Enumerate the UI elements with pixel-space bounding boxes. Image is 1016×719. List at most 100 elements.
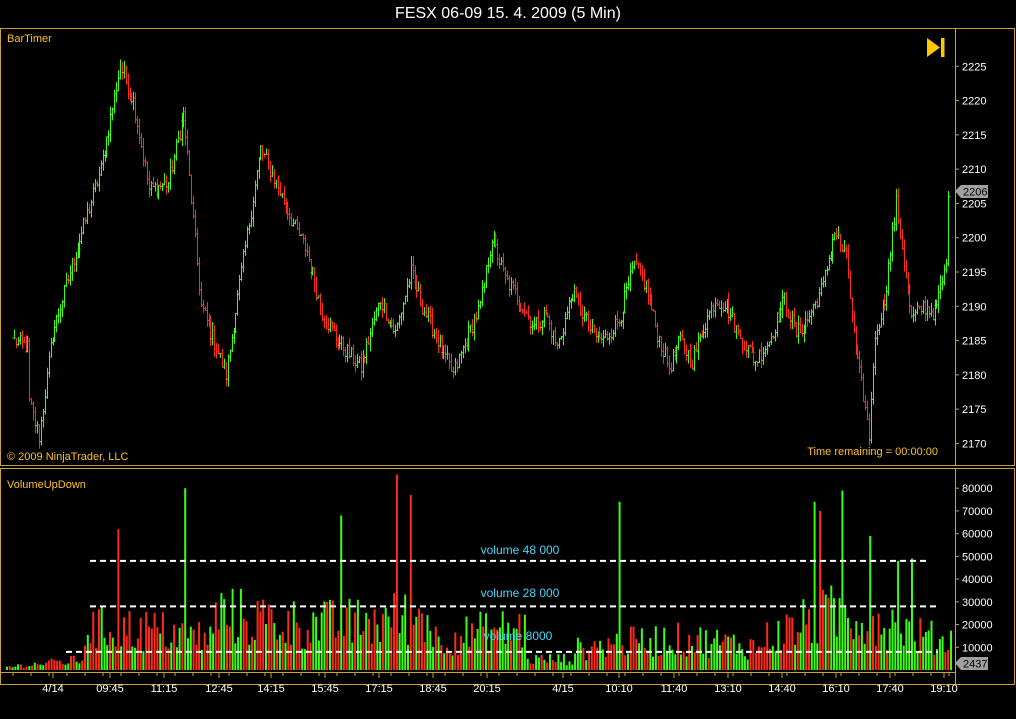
volume-bar: [582, 648, 585, 670]
price-bar: [753, 360, 758, 372]
price-bar: [669, 362, 674, 374]
price-bar: [320, 303, 325, 322]
price-bar: [898, 217, 903, 240]
volume-bar: [629, 626, 632, 670]
volume-bar: [292, 601, 295, 670]
current-price-label: 2206: [963, 187, 987, 199]
price-bar: [476, 299, 481, 320]
price-bar: [740, 337, 745, 355]
volume-bar: [451, 655, 454, 670]
price-bars: [12, 59, 951, 449]
price-bar: [334, 324, 339, 348]
volume-bar: [782, 643, 785, 670]
price-bar: [345, 343, 350, 363]
volume-tick-label: 10000: [962, 642, 993, 654]
price-bar: [218, 352, 223, 358]
volume-bar: [805, 624, 808, 670]
price-bar: [416, 281, 421, 292]
volume-bar: [685, 656, 688, 670]
price-bar: [532, 316, 537, 331]
price-bar: [382, 298, 387, 314]
price-bar: [834, 227, 839, 241]
volume-bar: [743, 656, 746, 670]
volume-bar: [526, 658, 529, 670]
price-bar: [106, 130, 111, 146]
volume-bar: [941, 636, 944, 670]
price-bar: [909, 305, 914, 319]
volume-bar: [239, 589, 242, 670]
time-tick-label: 4/15: [552, 683, 573, 695]
price-bar: [678, 331, 683, 342]
price-bar: [43, 389, 48, 415]
price-bar: [420, 298, 425, 315]
price-tick-label: 2220: [962, 96, 986, 108]
price-bar: [45, 367, 50, 399]
volume-bar: [512, 628, 515, 670]
volume-bar: [97, 609, 100, 670]
price-bar: [255, 169, 260, 190]
price-bar: [257, 157, 262, 180]
volume-bar: [872, 616, 874, 670]
price-bar: [698, 333, 703, 342]
price-bar: [865, 400, 870, 420]
price-bar: [230, 333, 235, 353]
volume-bar: [668, 645, 671, 670]
price-bar: [761, 347, 766, 366]
volume-bar: [913, 641, 916, 670]
price-bar: [297, 222, 302, 236]
price-bar: [734, 325, 739, 339]
volume-bar: [663, 627, 666, 670]
price-bar: [482, 282, 487, 293]
price-bar: [844, 244, 849, 259]
price-bar: [549, 320, 554, 345]
price-bar: [74, 252, 79, 272]
price-bar: [794, 321, 799, 338]
price-bar: [884, 285, 889, 311]
skip-to-end-icon[interactable]: [927, 38, 945, 57]
price-bar: [120, 62, 125, 80]
price-tick-label: 2185: [962, 336, 986, 348]
price-bar: [443, 344, 448, 363]
price-bar: [166, 182, 171, 193]
price-bar: [187, 149, 192, 176]
volume-bar: [267, 604, 270, 670]
price-bar: [565, 306, 570, 320]
volume-bar: [735, 653, 738, 670]
volume-bar: [638, 643, 641, 670]
price-bar: [942, 264, 947, 286]
price-bar: [551, 330, 556, 345]
volume-bar: [933, 654, 936, 670]
price-bar: [636, 262, 641, 269]
volume-bar: [181, 623, 184, 670]
price-bar: [613, 315, 618, 337]
volume-bar: [562, 653, 565, 670]
price-bar: [805, 311, 810, 327]
price-bar: [54, 314, 59, 333]
price-bar: [409, 255, 414, 290]
price-bar: [20, 330, 25, 349]
volume-bar: [70, 656, 72, 670]
price-bar: [555, 342, 560, 350]
volume-bar: [167, 648, 170, 670]
price-bar: [108, 106, 113, 142]
volume-bar: [710, 644, 713, 670]
price-bar: [715, 298, 720, 307]
price-bar: [168, 158, 173, 190]
price-bar: [72, 257, 77, 273]
time-tick-label: 18:45: [419, 683, 447, 695]
volume-bar: [337, 630, 340, 670]
price-bar: [49, 337, 54, 358]
price-bar: [894, 188, 899, 231]
price-bar: [540, 320, 545, 336]
price-bar: [925, 299, 930, 321]
volume-bar: [11, 667, 14, 670]
price-bar: [216, 343, 221, 355]
price-bar: [480, 280, 485, 307]
volume-bar: [485, 613, 487, 670]
price-bar: [763, 345, 768, 358]
volume-bar: [111, 637, 114, 670]
volume-bar: [897, 560, 900, 670]
price-bar: [210, 322, 215, 346]
price-bar: [97, 166, 102, 192]
volume-bar: [61, 664, 64, 670]
